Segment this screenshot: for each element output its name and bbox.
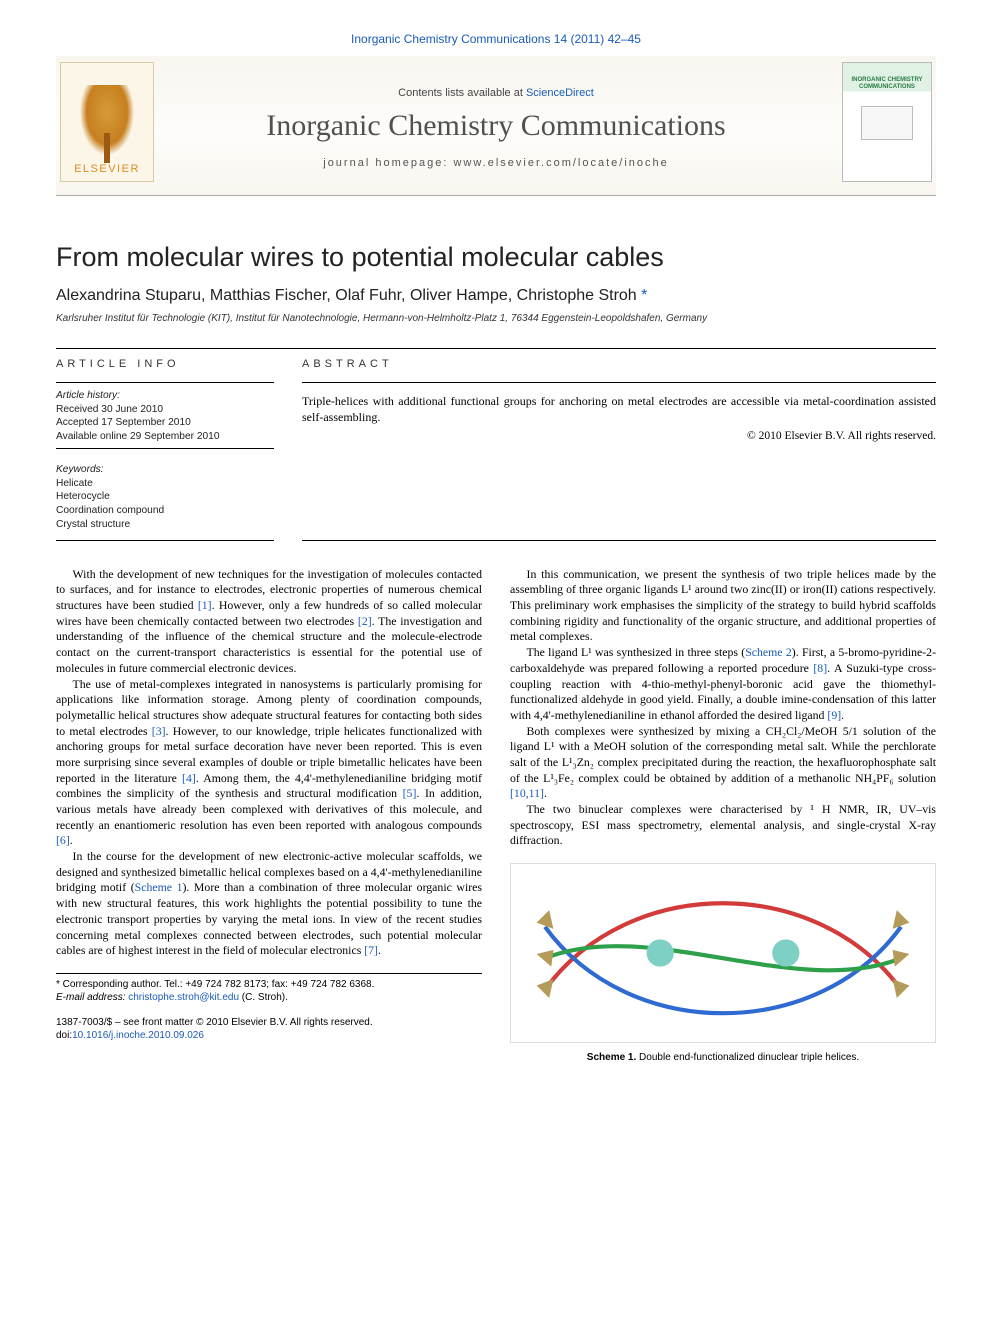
- anchor-ends: [537, 910, 910, 998]
- body-two-column: With the development of new techniques f…: [56, 567, 936, 1065]
- scheme1-caption: Scheme 1. Double end-functionalized dinu…: [510, 1051, 936, 1064]
- ref-link[interactable]: [5]: [403, 786, 417, 800]
- elsevier-tree-icon: [75, 85, 139, 163]
- author-list: Alexandrina Stuparu, Matthias Fischer, O…: [56, 287, 936, 305]
- metal-node-icon: [647, 939, 674, 966]
- authors-text: Alexandrina Stuparu, Matthias Fischer, O…: [56, 287, 637, 304]
- front-matter-line1: 1387-7003/$ – see front matter © 2010 El…: [56, 1016, 482, 1029]
- ref-link[interactable]: [3]: [152, 724, 166, 738]
- email-link[interactable]: christophe.stroh@kit.edu: [128, 992, 239, 1003]
- info-abstract-row: article info Article history: Received 3…: [56, 357, 936, 532]
- keyword: Coordination compound: [56, 504, 274, 518]
- scheme1-figure: Scheme 1. Double end-functionalized dinu…: [510, 863, 936, 1064]
- scheme1-image: [510, 863, 936, 1043]
- info-bottom-rule: [56, 540, 274, 541]
- corresponding-marker[interactable]: *: [641, 287, 647, 304]
- helix-svg-icon: [511, 864, 935, 1042]
- ref-link[interactable]: [2]: [358, 614, 372, 628]
- front-matter: 1387-7003/$ – see front matter © 2010 El…: [56, 1016, 482, 1042]
- keyword: Crystal structure: [56, 518, 274, 532]
- ref-link[interactable]: [9]: [827, 708, 841, 722]
- body-paragraph: In the course for the development of new…: [56, 849, 482, 959]
- contents-line: Contents lists available at ScienceDirec…: [266, 87, 725, 99]
- abstract-column: abstract Triple-helices with additional …: [302, 357, 936, 532]
- history-accepted: Accepted 17 September 2010: [56, 416, 274, 430]
- body-paragraph: Both complexes were synthesized by mixin…: [510, 724, 936, 802]
- info-rule: [56, 382, 274, 383]
- ref-link[interactable]: [7]: [364, 943, 378, 957]
- wire-3: [545, 946, 901, 970]
- keywords-head: Keywords:: [56, 463, 274, 477]
- keyword: Heterocycle: [56, 490, 274, 504]
- keywords-list: Helicate Heterocycle Coordination compou…: [56, 477, 274, 532]
- journal-cover-thumb: INORGANIC CHEMISTRY COMMUNICATIONS: [842, 62, 932, 182]
- article-info-column: article info Article history: Received 3…: [56, 357, 274, 532]
- scheme-ref-link[interactable]: Scheme 2: [745, 645, 792, 659]
- journal-homepage: journal homepage: www.elsevier.com/locat…: [266, 157, 725, 169]
- homepage-prefix: journal homepage:: [323, 157, 453, 169]
- abstract-rule: [302, 382, 936, 383]
- doi-prefix: doi:: [56, 1030, 72, 1041]
- contents-prefix: Contents lists available at: [398, 87, 526, 99]
- abstract-label: abstract: [302, 357, 936, 372]
- body-text: Both complexes were synthesized by mixin…: [510, 724, 936, 785]
- history-online: Available online 29 September 2010: [56, 430, 274, 444]
- body-text: .: [378, 943, 381, 957]
- corresponding-footnote: * Corresponding author. Tel.: +49 724 78…: [56, 978, 482, 991]
- scheme1-caption-bold: Scheme 1.: [587, 1052, 636, 1063]
- article-title: From molecular wires to potential molecu…: [56, 242, 936, 273]
- email-line: E-mail address: christophe.stroh@kit.edu…: [56, 991, 482, 1004]
- homepage-url[interactable]: www.elsevier.com/locate/inoche: [453, 157, 668, 169]
- history-received: Received 30 June 2010: [56, 403, 274, 417]
- ref-link[interactable]: [6]: [56, 833, 70, 847]
- rule-top: [56, 348, 936, 349]
- metal-nodes: [647, 939, 800, 966]
- scheme1-caption-rest: Double end-functionalized dinuclear trip…: [636, 1052, 859, 1063]
- info-rule-2: [56, 448, 274, 449]
- abstract-text: Triple-helices with additional functiona…: [302, 393, 936, 425]
- top-citation: Inorganic Chemistry Communications 14 (2…: [56, 32, 936, 46]
- body-paragraph: The two binuclear complexes were charact…: [510, 802, 936, 849]
- journal-title: Inorganic Chemistry Communications: [266, 109, 725, 143]
- body-paragraph: In this communication, we present the sy…: [510, 567, 936, 645]
- sciencedirect-link[interactable]: ScienceDirect: [526, 87, 594, 99]
- doi-link[interactable]: 10.1016/j.inoche.2010.09.026: [72, 1030, 204, 1041]
- ref-link[interactable]: [4]: [182, 771, 196, 785]
- metal-node-icon: [772, 939, 799, 966]
- elsevier-wordmark: ELSEVIER: [74, 163, 140, 175]
- scheme-ref-link[interactable]: Scheme 1: [135, 880, 183, 894]
- body-text: The ligand L¹ was synthesized in three s…: [527, 645, 746, 659]
- journal-header-band: ELSEVIER Contents lists available at Sci…: [56, 56, 936, 196]
- keyword: Helicate: [56, 477, 274, 491]
- body-text: .: [70, 833, 73, 847]
- affiliation: Karlsruher Institut für Technologie (KIT…: [56, 313, 936, 324]
- body-paragraph: With the development of new techniques f…: [56, 567, 482, 677]
- header-center: Contents lists available at ScienceDirec…: [266, 87, 725, 169]
- elsevier-logo: ELSEVIER: [60, 62, 154, 182]
- body-paragraph: The use of metal-complexes integrated in…: [56, 677, 482, 850]
- footnote-block: * Corresponding author. Tel.: +49 724 78…: [56, 973, 482, 1004]
- article-history-head: Article history:: [56, 389, 274, 403]
- email-suffix: (C. Stroh).: [242, 992, 288, 1003]
- ref-link[interactable]: [8]: [813, 661, 827, 675]
- ref-link[interactable]: [10,11]: [510, 786, 544, 800]
- ref-link[interactable]: [1]: [198, 598, 212, 612]
- cover-label: INORGANIC CHEMISTRY COMMUNICATIONS: [849, 77, 925, 90]
- cover-mini-image: [861, 106, 913, 140]
- body-paragraph: The ligand L¹ was synthesized in three s…: [510, 645, 936, 723]
- doi-line: doi:10.1016/j.inoche.2010.09.026: [56, 1029, 482, 1042]
- abstract-copyright: © 2010 Elsevier B.V. All rights reserved…: [302, 429, 936, 445]
- body-text: .: [841, 708, 844, 722]
- body-text: .: [544, 786, 547, 800]
- article-info-label: article info: [56, 357, 274, 372]
- abstract-bottom-rule: [302, 540, 936, 541]
- email-label: E-mail address:: [56, 992, 125, 1003]
